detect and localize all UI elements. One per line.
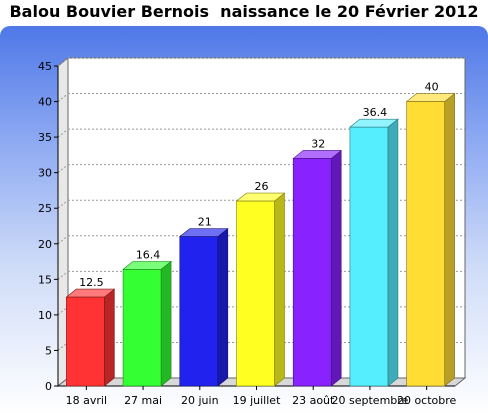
y-tick-label: 0 (45, 380, 52, 393)
bar: 16.4 27 mai (122, 248, 172, 407)
x-tick-label: 19 juillet (233, 394, 281, 407)
bar: 21 20 juin (178, 216, 229, 407)
x-tick-label: 27 mai (124, 394, 162, 407)
y-tick-label: 20 (38, 238, 52, 251)
bar-front (179, 236, 219, 387)
bar-side (217, 228, 229, 387)
bar-front (349, 126, 389, 387)
bar-value-label: 16.4 (136, 248, 161, 261)
bar-front (122, 269, 162, 387)
y-gridlines: 0 5 10 15 20 25 30 35 40 45 (38, 57, 465, 393)
bar: 32 23 août (292, 137, 343, 407)
bar-side (387, 118, 399, 387)
y-tick-label: 30 (38, 167, 52, 180)
bar-value-label: 26 (255, 180, 269, 193)
bar: 40 20 octobre (397, 81, 457, 407)
bar: 36.4 20 septembre (332, 106, 409, 407)
bar: 12.5 18 avril (65, 276, 116, 407)
bar-side (444, 92, 455, 387)
x-tick-label: 20 juin (181, 394, 219, 407)
bar-side (160, 260, 172, 387)
bar-front (406, 101, 445, 387)
bar-value-label: 36.4 (363, 106, 388, 119)
chart-title: Balou Bouvier Bernois naissance le 20 Fé… (9, 2, 479, 21)
y-tick-label: 5 (45, 344, 52, 357)
bar-side (274, 192, 285, 387)
bar: 26 19 juillet (233, 180, 286, 407)
bar-side (330, 149, 342, 387)
y-tick-label: 15 (38, 273, 52, 286)
bar-value-label: 12.5 (79, 276, 104, 289)
x-tick-label: 20 octobre (397, 394, 457, 407)
bar-value-label: 21 (198, 216, 212, 229)
y-tick-label: 25 (38, 202, 52, 215)
bar-front (66, 296, 105, 387)
x-tick-label: 18 avril (66, 394, 107, 407)
y-tick-label: 40 (38, 96, 52, 109)
y-tick-label: 45 (38, 60, 52, 73)
bar-front (236, 200, 275, 387)
bar-side (104, 288, 115, 387)
y-tick-label: 10 (38, 309, 52, 322)
x-tick-label: 20 septembre (332, 394, 409, 407)
x-tick-label: 23 août (292, 394, 335, 407)
bar-value-label: 40 (425, 81, 439, 94)
bar-value-label: 32 (311, 137, 325, 150)
bar-front (292, 158, 332, 387)
y-tick-label: 35 (38, 131, 52, 144)
bars: 12.5 18 avril 16.4 27 mai 21 20 juin 26 19 juil… (65, 81, 457, 407)
